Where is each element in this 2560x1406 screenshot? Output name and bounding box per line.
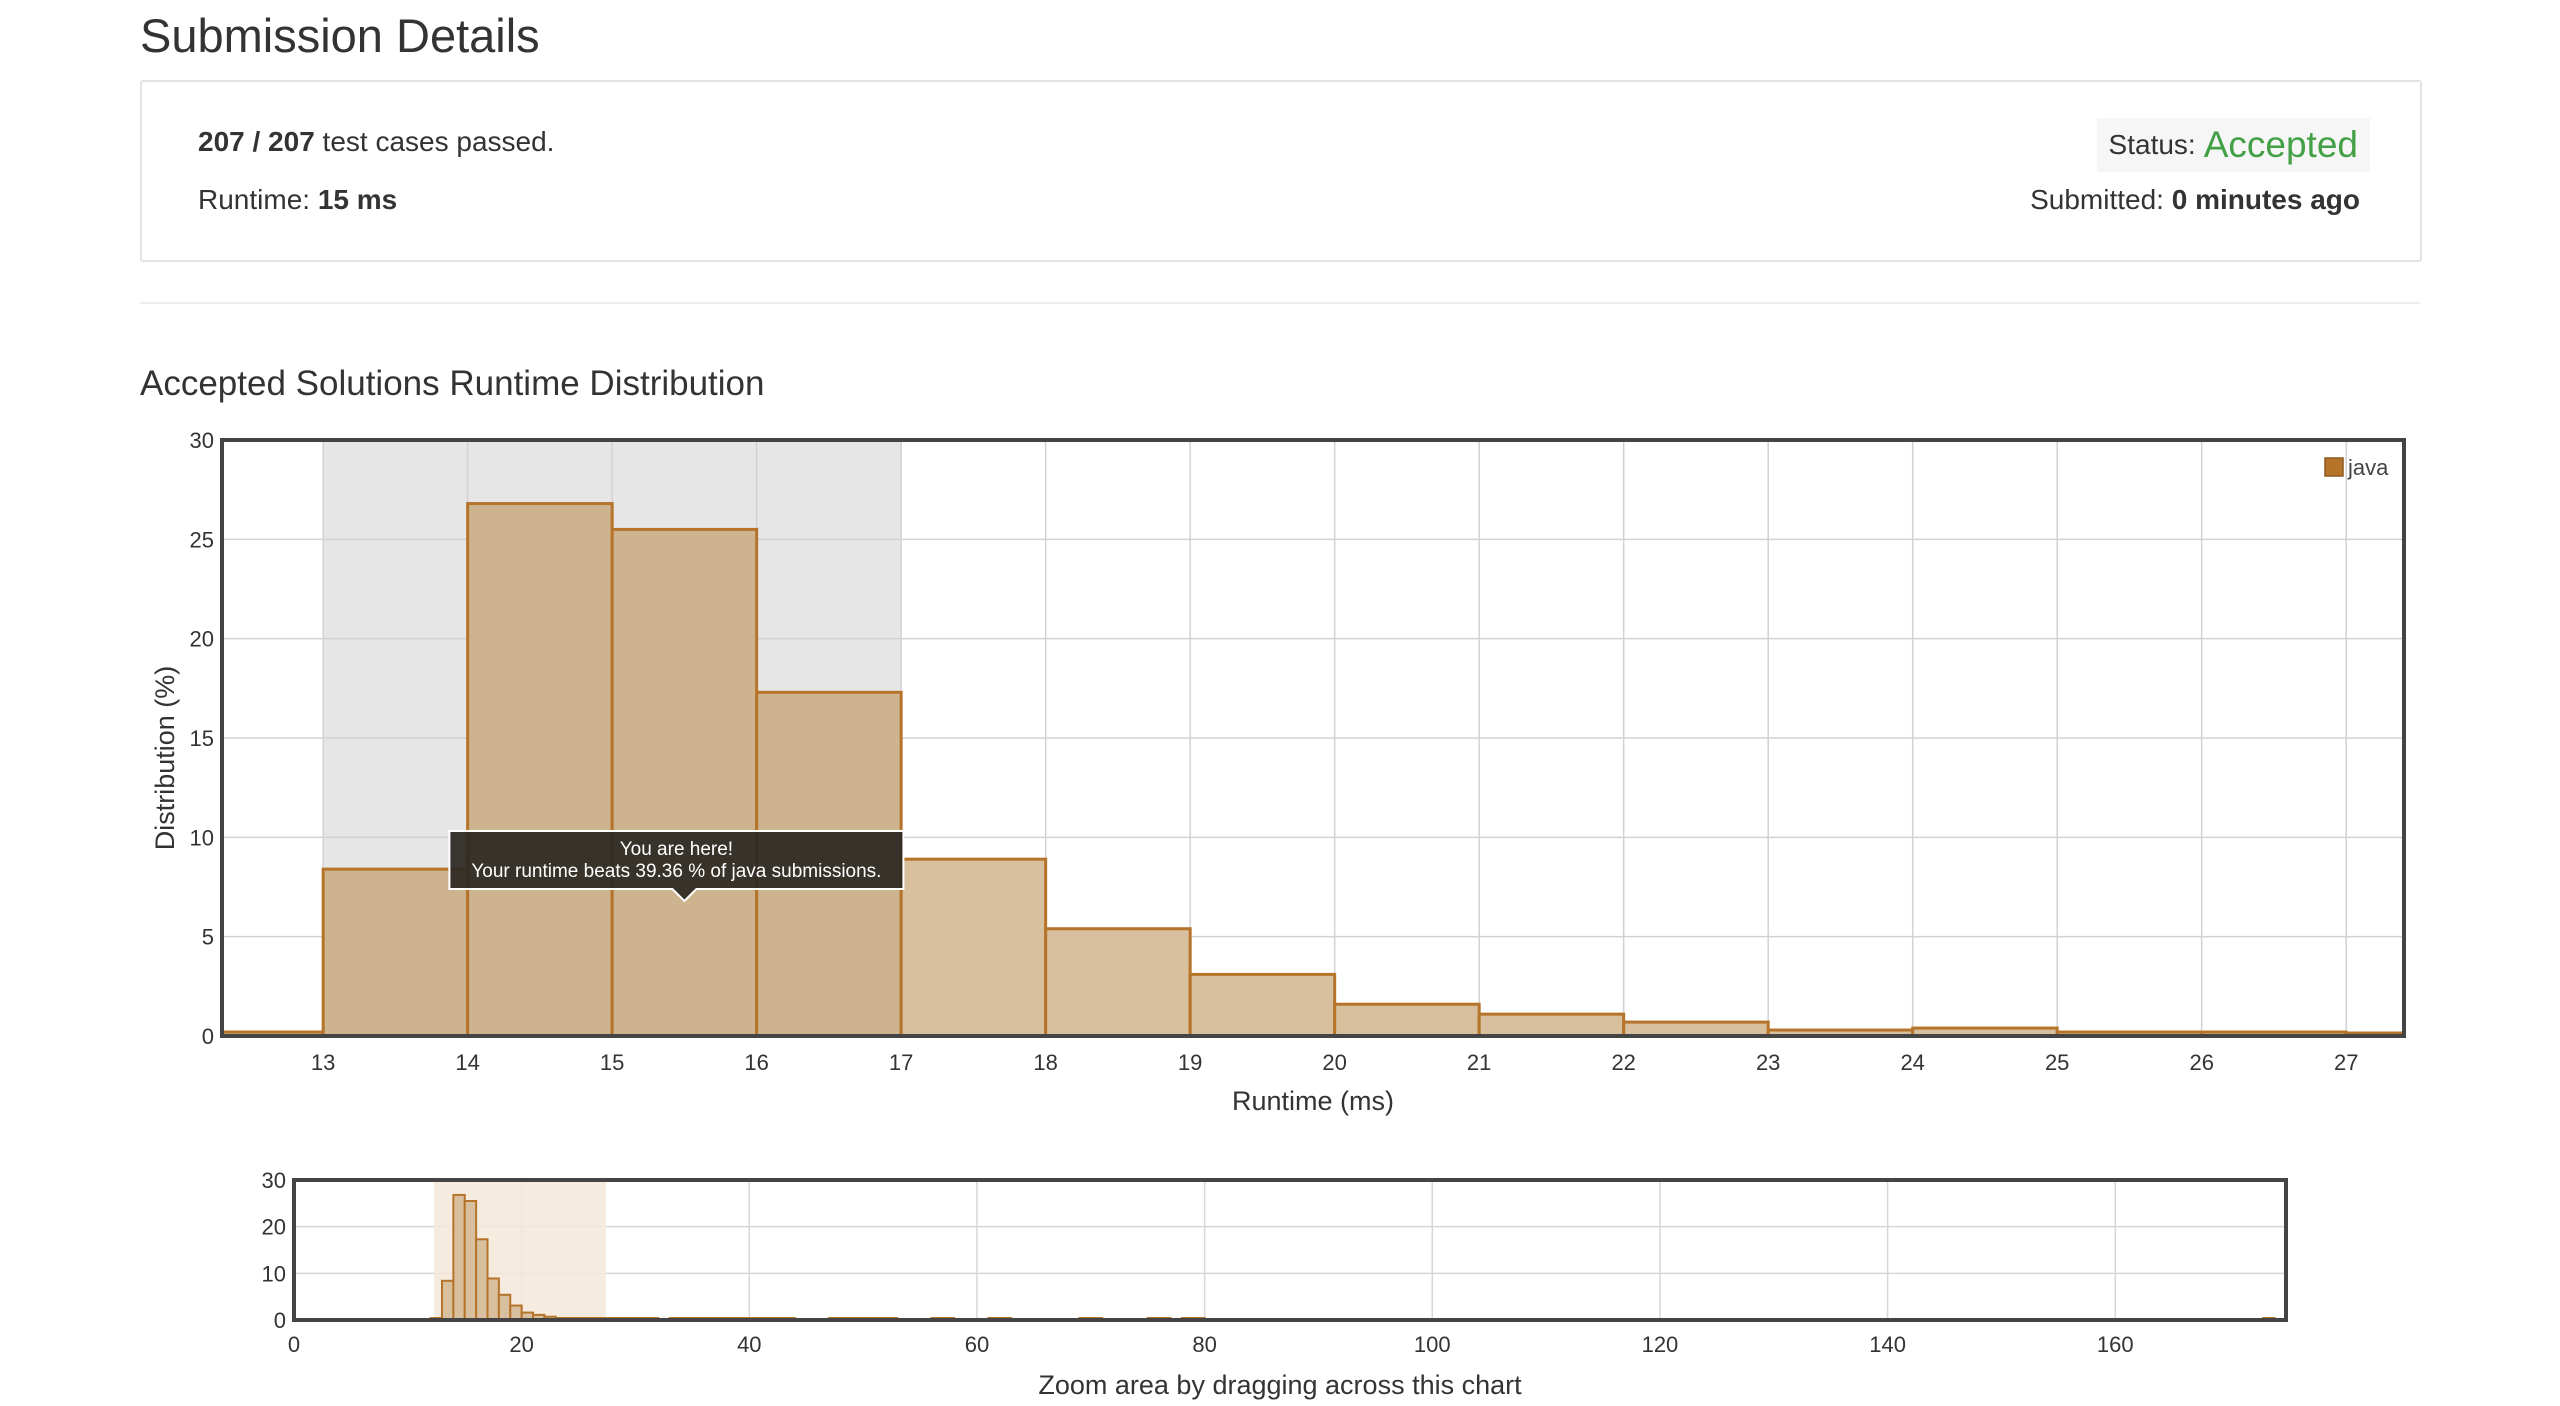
x-tick-label: 15 — [600, 1050, 624, 1075]
tooltip-title: You are here! — [620, 839, 733, 860]
histogram-bar — [1333, 1002, 1481, 1038]
status-badge: Status: Accepted — [2096, 118, 2370, 172]
x-tick-label: 24 — [1900, 1050, 1924, 1075]
main-plot-frame — [220, 438, 2406, 1038]
navigator-bar — [509, 1304, 523, 1321]
navigator-x-tick-label: 160 — [2097, 1332, 2134, 1357]
histogram-bar — [1477, 1012, 1626, 1038]
x-tick-label: 19 — [1178, 1050, 1202, 1075]
navigator-y-tick-label: 10 — [262, 1261, 286, 1286]
y-tick-label: 20 — [190, 627, 214, 652]
test-cases-text: test cases passed. — [314, 126, 555, 157]
histogram-bar — [899, 857, 1048, 1038]
navigator-y-tick-label: 0 — [274, 1308, 286, 1333]
x-tick-label: 25 — [2045, 1050, 2069, 1075]
runtime-label: Runtime: — [198, 184, 318, 215]
x-tick-label: 26 — [2189, 1050, 2213, 1075]
navigator-x-tick-label: 140 — [1869, 1332, 1906, 1357]
navigator-tick-labels: 0 10 20 30 0 20 40 60 80 100 120 140 160 — [262, 1168, 2134, 1357]
navigator-x-tick-label: 60 — [965, 1332, 989, 1357]
x-tick-label: 27 — [2334, 1050, 2358, 1075]
y-tick-label: 30 — [190, 428, 214, 453]
navigator-x-tick-label: 0 — [288, 1332, 300, 1357]
y-tick-label: 5 — [202, 925, 214, 950]
navigator-x-tick-label: 100 — [1414, 1332, 1451, 1357]
section-divider — [140, 302, 2420, 304]
navigator-bar — [475, 1238, 489, 1322]
legend-label: java — [2347, 455, 2389, 480]
navigator-y-tick-label: 20 — [262, 1215, 286, 1240]
navigator-x-tick-label: 20 — [509, 1332, 533, 1357]
legend[interactable]: java — [2324, 455, 2389, 480]
x-tick-label: 17 — [889, 1050, 913, 1075]
status-value[interactable]: Accepted — [2203, 124, 2358, 165]
navigator-frame — [292, 1178, 2288, 1322]
legend-swatch — [2324, 457, 2344, 477]
page-title: Submission Details — [140, 9, 540, 62]
navigator-x-tick-label: 80 — [1192, 1332, 1216, 1357]
x-axis-title: Runtime (ms) — [1232, 1086, 1394, 1116]
submitted-summary: Submitted: 0 minutes ago — [2030, 184, 2360, 216]
y-tick-label: 10 — [190, 825, 214, 850]
tooltip-message: Your runtime beats 39.36 % of java submi… — [471, 861, 881, 882]
status-label: Status: — [2108, 129, 2196, 160]
x-tick-label: 14 — [455, 1050, 479, 1075]
x-tick-label: 23 — [1756, 1050, 1780, 1075]
navigator-caption: Zoom area by dragging across this chart — [1038, 1370, 1522, 1400]
x-tick-label: 20 — [1322, 1050, 1346, 1075]
tooltip-background — [448, 830, 905, 903]
navigator-bars — [429, 1193, 2276, 1322]
main-tick-labels: 0 5 10 15 20 25 30 13 14 15 16 17 18 19 20 21 22 23 24 25 26… — [190, 428, 2359, 1075]
submitted-label: Submitted: — [2030, 184, 2172, 215]
runtime-tooltip: You are here! Your runtime beats 39.36 %… — [448, 830, 905, 903]
histogram-bar — [610, 527, 759, 1038]
main-chart[interactable]: 0 5 10 15 20 25 30 13 14 15 16 17 18 19 20 21 22 23 24 25 26… — [150, 428, 2406, 1116]
submitted-value: 0 minutes ago — [2171, 184, 2360, 215]
runtime-value: 15 ms — [317, 184, 398, 215]
x-tick-label: 16 — [744, 1050, 768, 1075]
x-tick-label: 13 — [311, 1050, 335, 1075]
navigator-x-tick-label: 120 — [1642, 1332, 1679, 1357]
navigator-bar — [440, 1279, 455, 1322]
navigator-y-tick-label: 30 — [262, 1168, 286, 1193]
y-axis-title: Distribution (%) — [150, 666, 180, 851]
x-tick-label: 22 — [1611, 1050, 1635, 1075]
histogram-bar — [1622, 1020, 1770, 1038]
y-tick-label: 0 — [202, 1024, 214, 1049]
histogram-bar — [1188, 972, 1337, 1038]
test-cases-summary: 207 / 207 test cases passed. — [198, 126, 554, 158]
submission-summary-panel: 207 / 207 test cases passed. Runtime: 15… — [140, 80, 2422, 262]
navigator-bar — [497, 1293, 512, 1322]
x-tick-label: 21 — [1467, 1050, 1491, 1075]
navigator-bar — [486, 1277, 500, 1322]
histogram-bar — [321, 867, 470, 1038]
main-bars — [220, 502, 2406, 1038]
navigator-bar — [452, 1193, 466, 1322]
navigator-x-tick-label: 40 — [737, 1332, 761, 1357]
y-tick-label: 25 — [190, 527, 214, 552]
test-cases-count: 207 / 207 — [198, 126, 315, 157]
distribution-title: Accepted Solutions Runtime Distribution — [140, 364, 765, 403]
navigator-bar — [463, 1200, 478, 1321]
histogram-bar — [1044, 927, 1192, 1038]
navigator-chart[interactable]: 0 10 20 30 0 20 40 60 80 100 120 140 160 Zoom area b… — [262, 1168, 2288, 1400]
histogram-bar — [466, 502, 614, 1038]
x-tick-label: 18 — [1033, 1050, 1057, 1075]
y-tick-label: 15 — [190, 726, 214, 751]
runtime-summary: Runtime: 15 ms — [198, 184, 397, 216]
